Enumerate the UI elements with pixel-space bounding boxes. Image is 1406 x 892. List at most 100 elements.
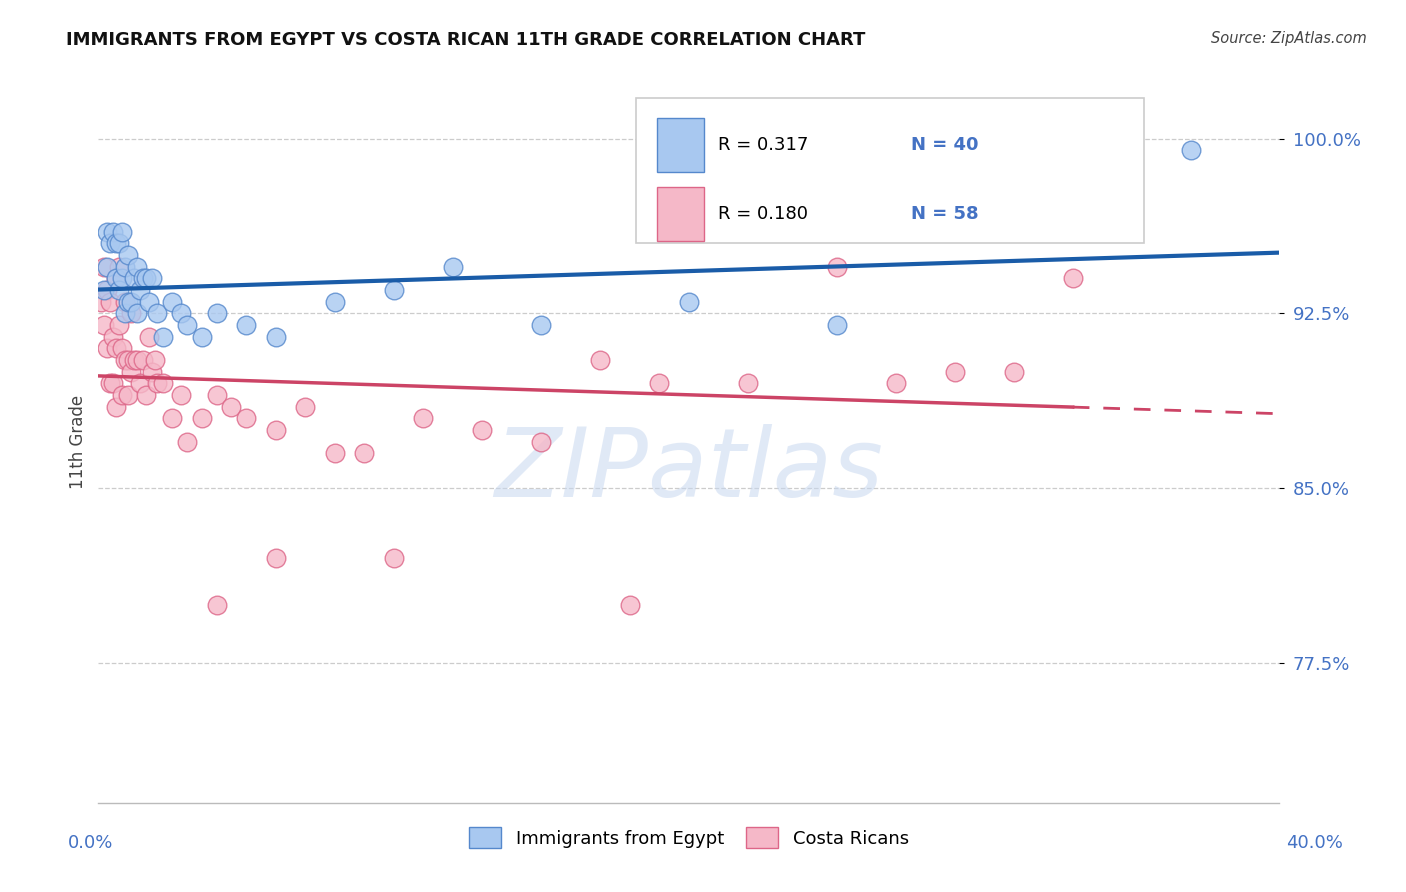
Point	[93, 260, 115, 274]
Point	[96, 260, 118, 274]
Point	[264, 329, 287, 343]
Point	[152, 376, 174, 391]
Point	[678, 294, 700, 309]
Point	[122, 271, 145, 285]
Point	[120, 306, 142, 320]
Point	[117, 294, 139, 309]
Point	[117, 353, 139, 368]
Text: N = 58: N = 58	[911, 205, 979, 223]
Y-axis label: 11th Grade: 11th Grade	[69, 394, 87, 489]
Point	[114, 294, 136, 309]
Point	[170, 306, 193, 320]
Point	[191, 329, 214, 343]
Point	[530, 318, 553, 332]
Point	[825, 318, 848, 332]
Point	[737, 376, 759, 391]
Point	[176, 434, 198, 449]
Point	[93, 283, 115, 297]
Point	[105, 271, 128, 285]
Point	[146, 306, 169, 320]
Point	[205, 306, 228, 320]
Point	[138, 329, 160, 343]
Point	[530, 434, 553, 449]
Text: ZIPatlas: ZIPatlas	[495, 424, 883, 517]
Bar	[657, 119, 704, 172]
Point	[122, 353, 145, 368]
Point	[103, 329, 125, 343]
Point	[825, 260, 848, 274]
Point	[353, 446, 375, 460]
Point	[162, 294, 183, 309]
Point	[128, 283, 150, 297]
Point	[111, 225, 134, 239]
FancyBboxPatch shape	[636, 98, 1143, 243]
Point	[125, 353, 148, 368]
Point	[619, 598, 641, 612]
Point	[205, 598, 228, 612]
Point	[117, 248, 139, 262]
Point	[589, 353, 612, 368]
Point	[382, 283, 405, 297]
Point	[98, 294, 121, 309]
Point	[884, 376, 907, 391]
Point	[105, 341, 128, 355]
Text: 40.0%: 40.0%	[1286, 834, 1343, 852]
Point	[412, 411, 434, 425]
Point	[103, 376, 125, 391]
Point	[441, 260, 464, 274]
Point	[135, 388, 157, 402]
Text: R = 0.180: R = 0.180	[718, 205, 808, 223]
Legend: Immigrants from Egypt, Costa Ricans: Immigrants from Egypt, Costa Ricans	[461, 820, 917, 855]
Point	[117, 388, 139, 402]
Point	[471, 423, 494, 437]
Point	[235, 411, 257, 425]
Point	[221, 400, 243, 414]
Point	[108, 260, 131, 274]
Point	[323, 446, 346, 460]
Point	[382, 551, 405, 566]
Point	[105, 236, 128, 251]
Text: R = 0.317: R = 0.317	[718, 136, 808, 154]
Point	[105, 400, 128, 414]
Point	[235, 318, 257, 332]
Point	[943, 365, 966, 379]
Point	[648, 376, 671, 391]
Point	[170, 388, 193, 402]
Point	[103, 225, 125, 239]
Point	[96, 341, 118, 355]
Point	[264, 423, 287, 437]
Point	[162, 411, 183, 425]
Point	[108, 236, 131, 251]
Point	[125, 306, 148, 320]
Point	[96, 225, 118, 239]
Point	[108, 318, 131, 332]
Point	[105, 271, 128, 285]
Point	[111, 271, 134, 285]
Point	[132, 271, 155, 285]
Point	[1062, 271, 1084, 285]
Point	[114, 353, 136, 368]
Text: IMMIGRANTS FROM EGYPT VS COSTA RICAN 11TH GRADE CORRELATION CHART: IMMIGRANTS FROM EGYPT VS COSTA RICAN 11T…	[66, 31, 866, 49]
Point	[141, 365, 163, 379]
Point	[152, 329, 174, 343]
Point	[90, 294, 112, 309]
Text: Source: ZipAtlas.com: Source: ZipAtlas.com	[1211, 31, 1367, 46]
Point	[128, 376, 150, 391]
Point	[114, 260, 136, 274]
Point	[323, 294, 346, 309]
Point	[125, 260, 148, 274]
Point	[93, 318, 115, 332]
Point	[264, 551, 287, 566]
Point	[98, 376, 121, 391]
Point	[98, 236, 121, 251]
Point	[111, 341, 134, 355]
Point	[111, 388, 134, 402]
Point	[1180, 143, 1202, 157]
Point	[114, 306, 136, 320]
Point	[120, 365, 142, 379]
Point	[108, 283, 131, 297]
Point	[120, 294, 142, 309]
Point	[132, 353, 155, 368]
Point	[96, 283, 118, 297]
Text: N = 40: N = 40	[911, 136, 979, 154]
